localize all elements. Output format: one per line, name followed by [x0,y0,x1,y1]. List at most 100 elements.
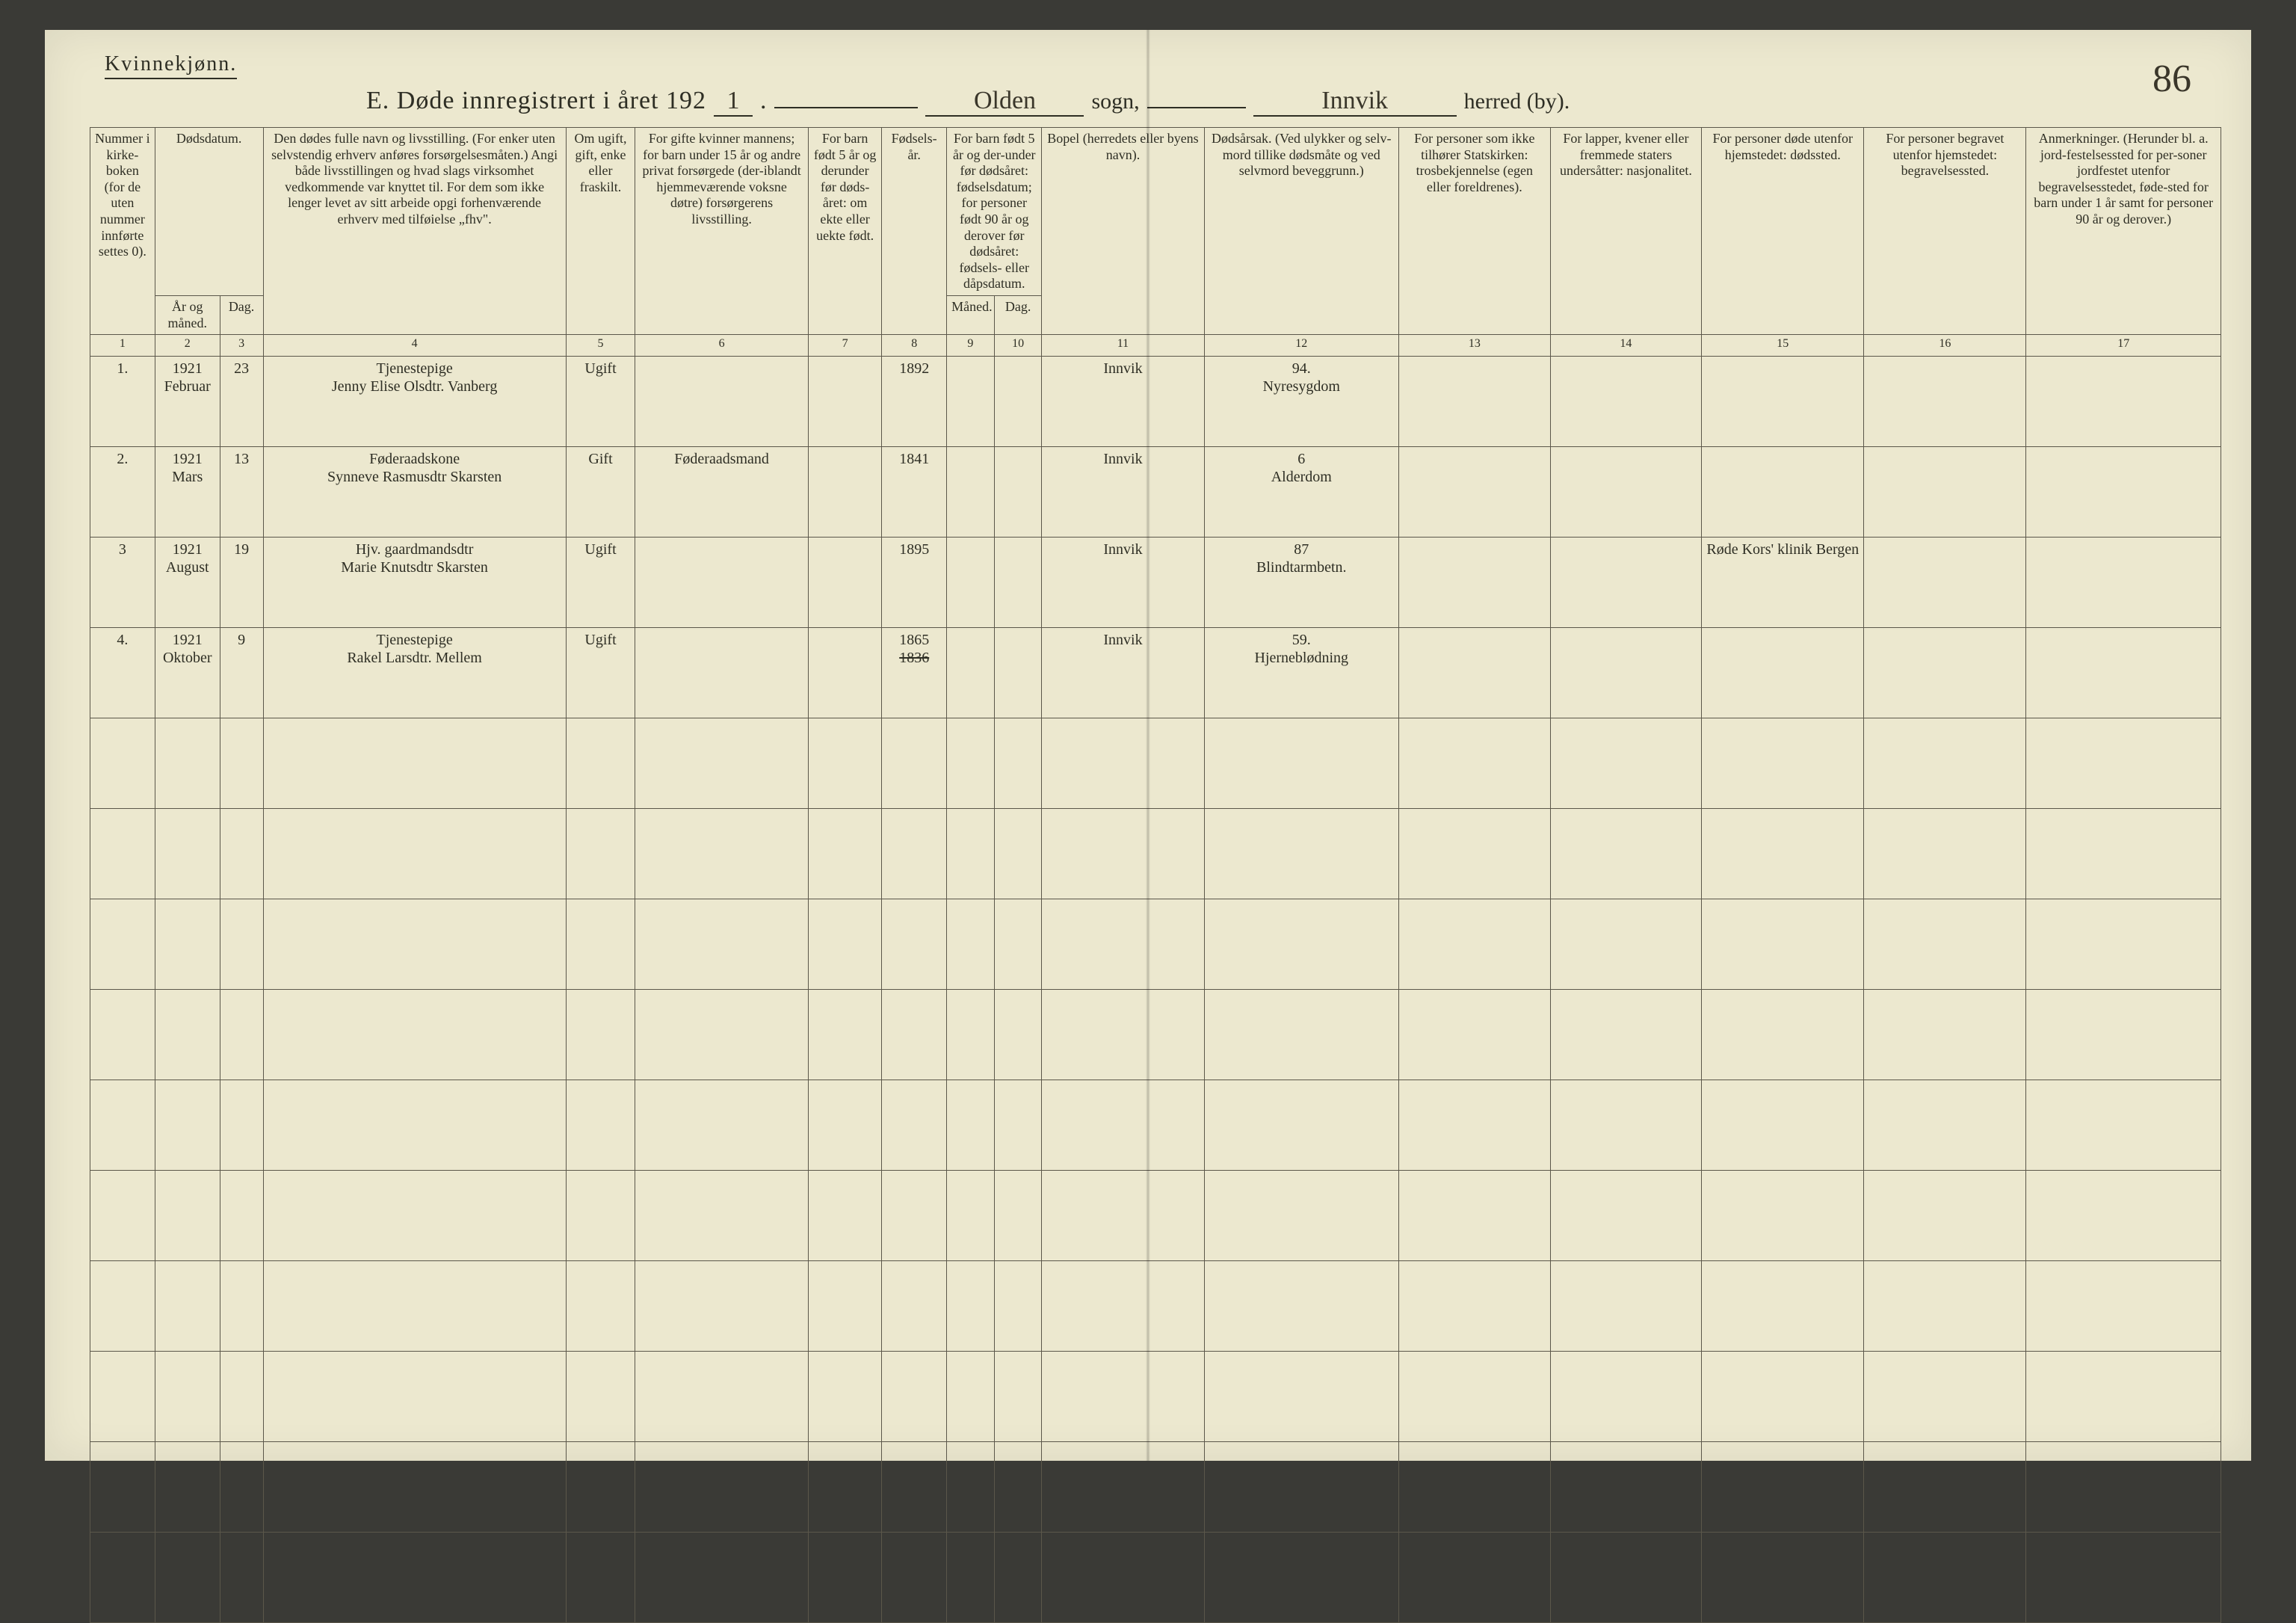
colnum-8: 8 [882,335,947,357]
cell-legit [808,538,881,628]
cell-residence: Innvik [1042,447,1204,538]
cell-status: Gift [566,447,635,538]
cell-occupation: Tjenestepige [268,360,561,378]
table-row [90,990,2221,1080]
cell-status: Ugift [566,357,635,447]
cell-num: 2. [90,447,155,538]
colnum-1: 1 [90,335,155,357]
cell-remarks [2026,447,2221,538]
cell-birthyear-struck: 1836 [886,649,942,667]
colnum-14: 14 [1550,335,1702,357]
cell-cause-text: Nyresygdom [1209,378,1395,395]
col-header-14: For lapper, kvener eller fremmede stater… [1550,128,1702,335]
col-header-8: Fødsels-år. [882,128,947,335]
sogn-label: sogn, [1091,89,1139,114]
cell-bday [994,447,1042,538]
cell-name: Hjv. gaardmandsdtr Marie Knutsdtr Skarst… [263,538,566,628]
col-header-11: Bopel (herredets eller byens navn). [1042,128,1204,335]
cell-status: Ugift [566,538,635,628]
cell-burial [1864,538,2026,628]
title-prefix: E. Døde innregistrert i året 192 [366,87,706,115]
cell-spouse [635,628,809,718]
cell-year-month: 1921 Februar [155,357,220,447]
cell-cause: 87 Blindtarmbetn. [1204,538,1399,628]
cell-year: 1921 [160,631,215,649]
cell-spouse [635,357,809,447]
col-header-4: Den dødes fulle navn og livsstilling. (F… [263,128,566,335]
cell-legit [808,357,881,447]
col-header-17: Anmerkninger. (Herunder bl. a. jord-fest… [2026,128,2221,335]
cell-burial [1864,628,2026,718]
cell-fullname: Jenny Elise Olsdtr. Vanberg [268,378,561,395]
col-header-7: For barn født 5 år og derunder før døds-… [808,128,881,335]
colnum-10: 10 [994,335,1042,357]
colnum-15: 15 [1702,335,1864,357]
col-header-16: For personer begravet utenfor hjemstedet… [1864,128,2026,335]
colnum-3: 3 [220,335,263,357]
herred-label: herred (by). [1464,89,1570,114]
cell-nationality [1550,628,1702,718]
cell-faith [1399,447,1551,538]
cell-cause: 94. Nyresygdom [1204,357,1399,447]
col-header-1: Nummer i kirke-boken (for de uten nummer… [90,128,155,335]
cell-occupation: Hjv. gaardmandsdtr [268,541,561,558]
cell-num: 4. [90,628,155,718]
cell-deathplace [1702,357,1864,447]
cell-fullname: Rakel Larsdtr. Mellem [268,649,561,667]
col-header-12: Dødsårsak. (Ved ulykker og selv-mord til… [1204,128,1399,335]
cell-birthyear: 1865 1836 [882,628,947,718]
gender-label: Kvinnekjønn. [105,52,237,79]
table-row [90,809,2221,899]
cell-year: 1921 [160,450,215,468]
colnum-4: 4 [263,335,566,357]
cell-remarks [2026,538,2221,628]
title-year: 1 [714,87,753,117]
table-row [90,899,2221,990]
cell-birthyear: 1895 [882,538,947,628]
cell-cause-text: Hjerneblødning [1209,649,1395,667]
cell-cause-text: Blindtarmbetn. [1209,558,1395,576]
col-header-13: For personer som ikke tilhører Statskirk… [1399,128,1551,335]
cell-faith [1399,357,1551,447]
cell-day: 13 [220,447,263,538]
cell-deathplace [1702,447,1864,538]
table-row [90,1352,2221,1442]
table-head: Nummer i kirke-boken (for de uten nummer… [90,128,2221,357]
cell-residence: Innvik [1042,628,1204,718]
cell-birthyear: 1892 [882,357,947,447]
cell-cause-code: 6 [1209,450,1395,468]
cell-status: Ugift [566,628,635,718]
table-row [90,1442,2221,1533]
table-row [90,1533,2221,1623]
colnum-5: 5 [566,335,635,357]
ledger-page: 8 6 Kvinnekjønn. E. Døde innregistrert i … [45,30,2251,1461]
cell-deathplace [1702,628,1864,718]
cell-year-month: 1921 Oktober [155,628,220,718]
cell-bday [994,538,1042,628]
cell-bday [994,357,1042,447]
cell-fullname: Marie Knutsdtr Skarsten [268,558,561,576]
colnum-13: 13 [1399,335,1551,357]
table-row [90,718,2221,809]
cell-cause-code: 59. [1209,631,1395,649]
col-header-9: Måned. [947,295,995,334]
cell-month: Februar [160,378,215,395]
cell-residence: Innvik [1042,357,1204,447]
cell-year: 1921 [160,360,215,378]
cell-day: 19 [220,538,263,628]
cell-burial [1864,447,2026,538]
cell-nationality [1550,447,1702,538]
table-row [90,1261,2221,1352]
colnum-16: 16 [1864,335,2026,357]
col-header-10: Dag. [994,295,1042,334]
cell-remarks [2026,357,2221,447]
col-header-5: Om ugift, gift, enke eller fraskilt. [566,128,635,335]
cell-spouse: Føderaadsmand [635,447,809,538]
colnum-6: 6 [635,335,809,357]
table-row [90,1171,2221,1261]
cell-cause-code: 94. [1209,360,1395,378]
cell-month: August [160,558,215,576]
cell-bmonth [947,628,995,718]
cell-year: 1921 [160,541,215,558]
cell-remarks [2026,628,2221,718]
